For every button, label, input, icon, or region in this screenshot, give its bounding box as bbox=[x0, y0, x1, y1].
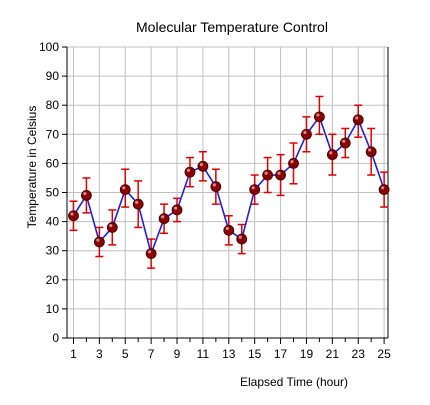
chart-title: Molecular Temperature Control bbox=[136, 19, 328, 35]
data-point bbox=[236, 233, 248, 245]
grid bbox=[67, 46, 388, 338]
x-tick-label: 3 bbox=[96, 347, 103, 361]
y-axis-title: Temperature in Celsius bbox=[25, 106, 39, 229]
y-tick-label: 90 bbox=[46, 69, 60, 83]
x-tick-label: 5 bbox=[122, 347, 129, 361]
data-point bbox=[313, 111, 325, 123]
y-tick-label: 50 bbox=[46, 186, 60, 200]
x-tick-label: 7 bbox=[148, 347, 155, 361]
data-point-highlight bbox=[96, 238, 100, 242]
x-tick-label: 11 bbox=[197, 347, 210, 361]
data-point-highlight bbox=[199, 162, 204, 167]
y-tick-label: 40 bbox=[46, 215, 60, 229]
y-tick-label: 60 bbox=[46, 156, 60, 170]
x-tick-label: 9 bbox=[174, 347, 181, 361]
data-point bbox=[339, 137, 351, 149]
x-tick-label: 21 bbox=[326, 347, 340, 361]
data-point-highlight bbox=[148, 250, 152, 254]
data-point bbox=[93, 236, 105, 248]
data-point bbox=[171, 204, 183, 216]
data-point-highlight bbox=[303, 130, 307, 135]
data-point-highlight bbox=[264, 171, 268, 175]
y-tick-label: 30 bbox=[46, 244, 60, 258]
data-point-highlight bbox=[368, 148, 372, 152]
data-point bbox=[352, 114, 364, 126]
data-point bbox=[106, 222, 118, 233]
data-point bbox=[145, 248, 157, 260]
x-tick-label: 1 bbox=[70, 347, 77, 361]
data-point-highlight bbox=[70, 212, 74, 216]
data-point-highlight bbox=[329, 151, 333, 155]
x-tick-label: 19 bbox=[300, 347, 314, 361]
data-point-highlight bbox=[212, 183, 216, 187]
y-tick-label: 70 bbox=[46, 127, 60, 141]
data-point-highlight bbox=[290, 160, 294, 164]
data-point bbox=[365, 146, 377, 158]
data-point bbox=[223, 224, 235, 236]
data-point-highlight bbox=[225, 226, 229, 231]
y-tick-label: 20 bbox=[46, 273, 60, 287]
data-point-highlight bbox=[381, 186, 385, 190]
y-tick-label: 10 bbox=[46, 302, 60, 316]
y-tick-label: 100 bbox=[39, 40, 59, 54]
data-point bbox=[210, 181, 222, 193]
data-point bbox=[288, 157, 299, 169]
data-point-highlight bbox=[135, 200, 139, 204]
data-point-highlight bbox=[186, 168, 191, 172]
data-point bbox=[249, 184, 261, 195]
x-axis-title: Elapsed Time (hour) bbox=[240, 375, 348, 389]
data-point bbox=[119, 184, 131, 195]
data-point bbox=[275, 169, 286, 181]
data-point-highlight bbox=[122, 186, 126, 190]
y-tick-label: 0 bbox=[52, 331, 59, 345]
data-point bbox=[184, 166, 196, 178]
data-point bbox=[262, 169, 274, 181]
data-point bbox=[326, 149, 338, 161]
data-point-highlight bbox=[277, 171, 281, 175]
data-point-highlight bbox=[342, 139, 346, 143]
data-point bbox=[132, 198, 144, 210]
data-point bbox=[197, 160, 209, 172]
data-point bbox=[81, 190, 92, 201]
data-point-highlight bbox=[83, 192, 87, 196]
data-point-highlight bbox=[251, 186, 255, 190]
x-tick-label: 13 bbox=[222, 347, 236, 361]
data-point-highlight bbox=[173, 206, 178, 210]
data-point bbox=[301, 128, 312, 140]
data-point-highlight bbox=[109, 224, 113, 228]
data-point-highlight bbox=[316, 113, 320, 117]
data-point-highlight bbox=[355, 116, 359, 120]
axes bbox=[62, 46, 389, 344]
data-point bbox=[158, 213, 170, 225]
data-point-highlight bbox=[160, 215, 165, 219]
data-points bbox=[68, 111, 390, 260]
x-tick-label: 17 bbox=[274, 347, 288, 361]
data-point bbox=[68, 210, 79, 222]
x-tick-label: 25 bbox=[377, 347, 391, 361]
x-tick-label: 23 bbox=[352, 347, 366, 361]
data-point bbox=[378, 184, 390, 195]
y-tick-label: 80 bbox=[46, 98, 60, 112]
x-tick-label: 15 bbox=[248, 347, 262, 361]
data-point-highlight bbox=[238, 235, 242, 239]
